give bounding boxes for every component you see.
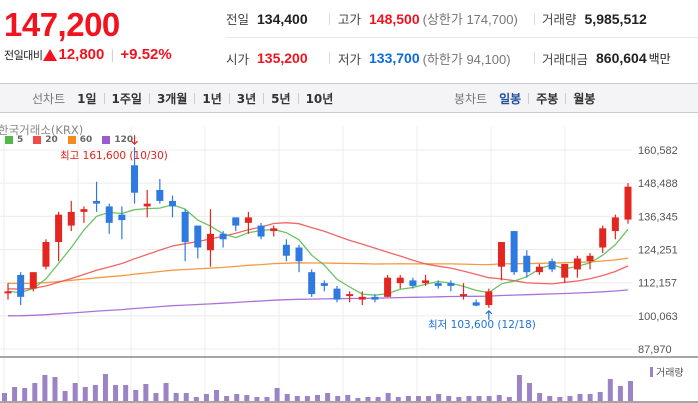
high-price: 고가 148,500 (상한가 174,700) <box>338 9 518 28</box>
candle-monthly[interactable]: 월봉 <box>573 91 596 106</box>
prev-close: 전일 134,400 <box>226 9 308 28</box>
svg-text:87,970: 87,970 <box>638 344 672 356</box>
open-value: 135,200 <box>257 50 308 66</box>
change-label: 전일대비 <box>4 48 43 62</box>
line-chart-periods: 선차트 1일 1주일 3개월 1년 3년 5년 10년 <box>32 84 333 112</box>
period-5y[interactable]: 5년 <box>271 91 291 106</box>
svg-text:136,345: 136,345 <box>638 211 678 223</box>
volume-value: 5,985,512 <box>584 10 647 27</box>
low-price: 저가 133,700 (하한가 94,100) <box>338 49 511 68</box>
period-1d[interactable]: 1일 <box>77 91 97 106</box>
divider <box>565 92 567 104</box>
divider <box>534 13 535 25</box>
chart-toolbar: 선차트 1일 1주일 3개월 1년 3년 5년 10년 봉차트 일봉 주봉 월봉 <box>0 83 698 113</box>
legend-label: 20 <box>45 135 58 145</box>
legend-swatch <box>67 136 76 144</box>
low-value: 133,700 <box>369 50 420 66</box>
period-3y[interactable]: 3년 <box>236 91 257 106</box>
info-row-1: 전일 134,400 고가 148,500 (상한가 174,700) 거래량 … <box>226 0 698 38</box>
change-percent: +9.52% <box>120 46 172 63</box>
amount-unit: 백만 <box>648 51 671 66</box>
change-line: 전일대비 12,800 | +9.52% <box>4 46 172 63</box>
legend-ma120: 120 <box>102 135 133 145</box>
legend-ma60: 60 <box>67 135 93 145</box>
prev-close-label: 전일 <box>226 12 250 27</box>
legend-label: 5 <box>17 135 24 145</box>
legend-label: 120 <box>114 135 134 145</box>
ma-legend: 5 20 60 120 <box>5 135 143 145</box>
divider <box>528 92 530 104</box>
high-annotation: 최고 161,600 (10/30) <box>60 150 168 162</box>
amount-value: 860,604 <box>596 50 647 66</box>
low-label: 저가 <box>338 51 362 67</box>
divider <box>329 13 330 25</box>
candlestick-chart[interactable]: 160,582 148,488 136,345 124,251 112,157 100,0… <box>0 113 698 403</box>
current-price: 147,200 <box>4 6 120 43</box>
period-1w[interactable]: 1주일 <box>111 91 142 106</box>
divider <box>534 52 535 64</box>
trade-amount: 거래대금 860,604 백만 <box>542 49 671 68</box>
divider <box>297 92 299 104</box>
divider <box>103 92 105 104</box>
high-label: 고가 <box>338 12 362 27</box>
legend-swatch <box>33 136 42 144</box>
up-triangle-icon <box>43 48 58 61</box>
volume-label: 거래량 <box>542 12 577 27</box>
quote-summary: 147,200 전일대비 12,800 | +9.52% <box>4 6 172 64</box>
period-1y[interactable]: 1년 <box>202 91 222 106</box>
amount-label: 거래대금 <box>542 51 589 67</box>
divider <box>228 92 230 104</box>
volume-swatch <box>650 366 653 377</box>
volume: 거래량 5,985,512 <box>542 9 647 28</box>
candle-daily[interactable]: 일봉 <box>499 91 522 106</box>
legend-ma5: 5 <box>5 135 23 145</box>
candle-chart-periods: 봉차트 일봉 주봉 월봉 <box>454 84 595 112</box>
open-price: 시가 135,200 <box>226 49 308 68</box>
low-annotation: 최저 103,600 (12/18) <box>428 319 536 331</box>
svg-text:124,251: 124,251 <box>638 245 678 257</box>
volume-legend-label: 거래량 <box>656 368 684 379</box>
prev-close-value: 134,400 <box>257 10 308 27</box>
line-chart-label[interactable]: 선차트 <box>32 91 66 106</box>
period-3m[interactable]: 3개월 <box>156 91 188 106</box>
upper-limit: (상한가 174,700) <box>422 12 518 27</box>
divider: | <box>110 47 115 62</box>
change-amount: 12,800 <box>58 46 105 63</box>
exchange-label: 한국거래소(KRX) <box>0 123 84 137</box>
divider <box>329 52 330 64</box>
svg-text:112,157: 112,157 <box>638 278 677 290</box>
period-10y[interactable]: 10년 <box>305 91 334 106</box>
high-value: 148,500 <box>369 10 420 27</box>
svg-text:148,488: 148,488 <box>638 178 678 190</box>
legend-ma20: 20 <box>33 135 58 145</box>
chart-canvas[interactable]: 160,582 148,488 136,345 124,251 112,157 100,0… <box>0 113 698 403</box>
legend-swatch <box>5 136 13 144</box>
volume-legend: 거래량 <box>650 364 684 379</box>
candle-chart-label[interactable]: 봉차트 <box>454 91 488 106</box>
quote-details: 전일 134,400 고가 148,500 (상한가 174,700) 거래량 … <box>210 0 698 78</box>
legend-label: 60 <box>79 135 93 145</box>
candle-weekly[interactable]: 주봉 <box>536 91 559 106</box>
open-label: 시가 <box>226 51 250 67</box>
svg-text:100,063: 100,063 <box>638 311 678 323</box>
legend-swatch <box>102 136 111 144</box>
info-row-2: 시가 135,200 저가 133,700 (하한가 94,100) 거래대금 … <box>226 39 698 77</box>
divider <box>263 92 265 104</box>
svg-text:160,582: 160,582 <box>638 145 678 157</box>
lower-limit: (하한가 94,100) <box>422 51 511 67</box>
divider <box>148 92 150 104</box>
divider <box>194 92 196 104</box>
